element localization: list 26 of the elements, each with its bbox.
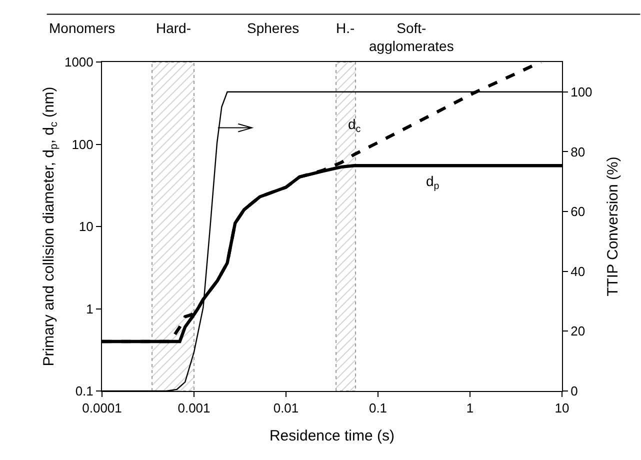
text: Spheres [247, 20, 300, 36]
y-tick-label: 1000 [64, 54, 94, 70]
y-tick-label: 10 [78, 219, 94, 234]
annotation: d$_{c}$ [348, 116, 361, 135]
x-tick-label: 0.01 [273, 400, 299, 416]
y2-tick-label: 20 [570, 324, 586, 339]
y-tick-label: 0.1 [75, 384, 94, 399]
x-tick-label: 0.0001 [82, 400, 122, 416]
y2-tick-label: 0 [570, 384, 578, 399]
y-tick-label: 1 [86, 301, 94, 316]
y-tick-label: 100 [72, 136, 94, 152]
annotation: d$_{p}$ [426, 173, 440, 192]
band-label: H.- [336, 20, 355, 36]
y2-tick-label: 80 [570, 144, 586, 160]
y2-tick-label: 100 [570, 84, 592, 100]
x-tick-label: 0.001 [178, 400, 210, 416]
x-tick-label: 10 [554, 400, 570, 416]
text: Monomers [49, 20, 116, 36]
x-tick-label: 1 [466, 400, 474, 416]
x-tick-label: 0.1 [368, 400, 388, 416]
x-axis-title: Residence time (s) [269, 428, 395, 445]
y2-tick-label: 60 [570, 204, 586, 220]
text: Soft- agglomerates [369, 20, 454, 54]
band-label: Hard- [156, 20, 192, 36]
y2-axis-title: TTIP Conversion (%) [604, 156, 622, 296]
y2-tick-label: 40 [570, 264, 586, 279]
